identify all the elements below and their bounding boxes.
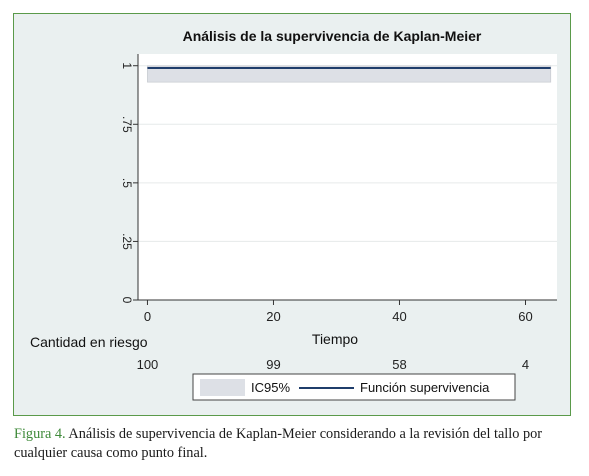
x-tick-label: 40 [392, 309, 406, 324]
x-tick-label: 60 [518, 309, 532, 324]
x-tick-label: 20 [266, 309, 280, 324]
y-tick-label: .5 [120, 178, 134, 188]
ci95-band [147, 65, 552, 83]
chart-title: Análisis de la supervivencia de Kaplan-M… [183, 28, 482, 44]
risk-value: 99 [266, 357, 280, 372]
y-tick-label: .75 [120, 116, 134, 133]
x-tick-label: 0 [144, 309, 151, 324]
legend-label-band: IC95% [251, 380, 290, 395]
figure-caption: Figura 4. Análisis de supervivencia de K… [14, 425, 580, 463]
y-tick-label: 0 [120, 297, 134, 304]
risk-value: 100 [137, 357, 159, 372]
km-chart: Análisis de la supervivencia de Kaplan-M… [30, 28, 557, 401]
legend-swatch-band [200, 379, 245, 396]
risk-value: 58 [392, 357, 406, 372]
plot-area [138, 54, 557, 300]
legend-label-line: Función supervivencia [360, 380, 490, 395]
risk-value: 4 [522, 357, 529, 372]
y-tick-label: .25 [120, 233, 134, 250]
caption-label: Figura 4. [14, 426, 66, 442]
caption-text: Análisis de supervivencia de Kaplan-Meie… [14, 426, 543, 461]
risk-table-label: Cantidad en riesgo [30, 334, 148, 350]
y-tick-label: 1 [120, 62, 134, 69]
x-axis-title: Tiempo [312, 331, 358, 347]
